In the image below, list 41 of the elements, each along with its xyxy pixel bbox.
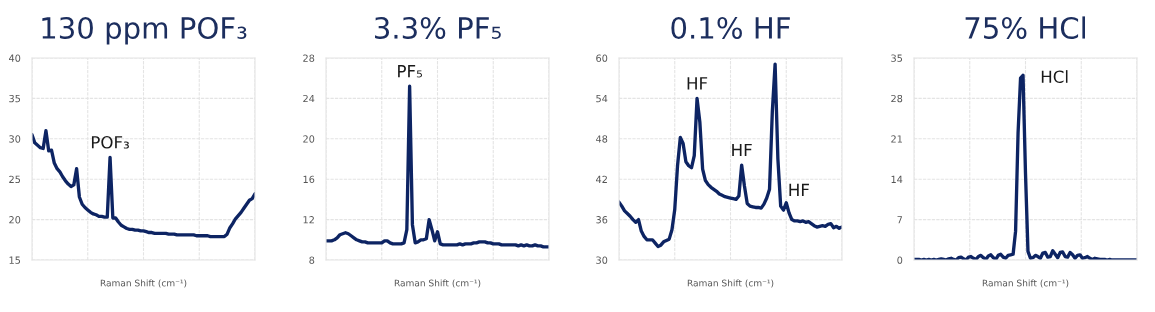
chart-title: 0.1% HF bbox=[671, 16, 790, 39]
y-tick-label: 8 bbox=[309, 256, 315, 264]
x-axis-title: Raman Shift (cm⁻¹) bbox=[687, 279, 774, 288]
chart-title: 75% HCl bbox=[965, 16, 1086, 39]
y-tick-label: 7 bbox=[897, 216, 903, 224]
y-tick-label: 25 bbox=[9, 175, 21, 184]
annotation: HF bbox=[687, 77, 708, 90]
annotation: HF bbox=[789, 183, 809, 196]
y-tick-label: 36 bbox=[596, 216, 608, 224]
y-tick-label: 16 bbox=[303, 175, 315, 184]
x-axis-title: Raman Shift (cm⁻¹) bbox=[100, 279, 187, 288]
y-tick-label: 20 bbox=[9, 216, 21, 224]
y-tick-label: 0 bbox=[897, 256, 903, 264]
y-tick-label: 24 bbox=[303, 94, 315, 103]
x-axis-title: Raman Shift (cm⁻¹) bbox=[394, 279, 481, 288]
y-tick-label: 42 bbox=[595, 175, 607, 183]
chart-title: 130 ppm POF₃ bbox=[42, 16, 247, 45]
y-tick-label: 15 bbox=[9, 256, 21, 264]
y-tick-label: 30 bbox=[9, 135, 21, 143]
y-tick-label: 35 bbox=[9, 94, 21, 103]
annotation: HF bbox=[732, 143, 752, 157]
y-tick-label: 21 bbox=[891, 135, 902, 143]
y-tick-label: 14 bbox=[891, 175, 903, 183]
line-series bbox=[619, 62, 842, 249]
y-tick-label: 28 bbox=[303, 54, 315, 62]
annotation: POF₃ bbox=[91, 135, 129, 149]
x-axis-title: Raman Shift (cm⁻¹) bbox=[982, 279, 1069, 288]
annotation: HCl bbox=[1041, 70, 1068, 84]
y-tick-label: 35 bbox=[891, 54, 903, 62]
y-tick-label: 48 bbox=[595, 135, 608, 143]
annotation: PF₅ bbox=[398, 65, 422, 78]
y-tick-label: 54 bbox=[596, 95, 608, 103]
y-tick-label: 40 bbox=[8, 54, 21, 62]
chart-title: 3.3% PF₅ bbox=[375, 16, 501, 39]
line-series bbox=[32, 129, 255, 239]
y-tick-label: 28 bbox=[891, 94, 903, 103]
line-series bbox=[326, 84, 549, 249]
y-tick-label: 12 bbox=[303, 216, 314, 224]
y-tick-label: 30 bbox=[596, 256, 608, 264]
y-tick-label: 20 bbox=[303, 135, 315, 143]
y-tick-label: 60 bbox=[596, 54, 608, 62]
